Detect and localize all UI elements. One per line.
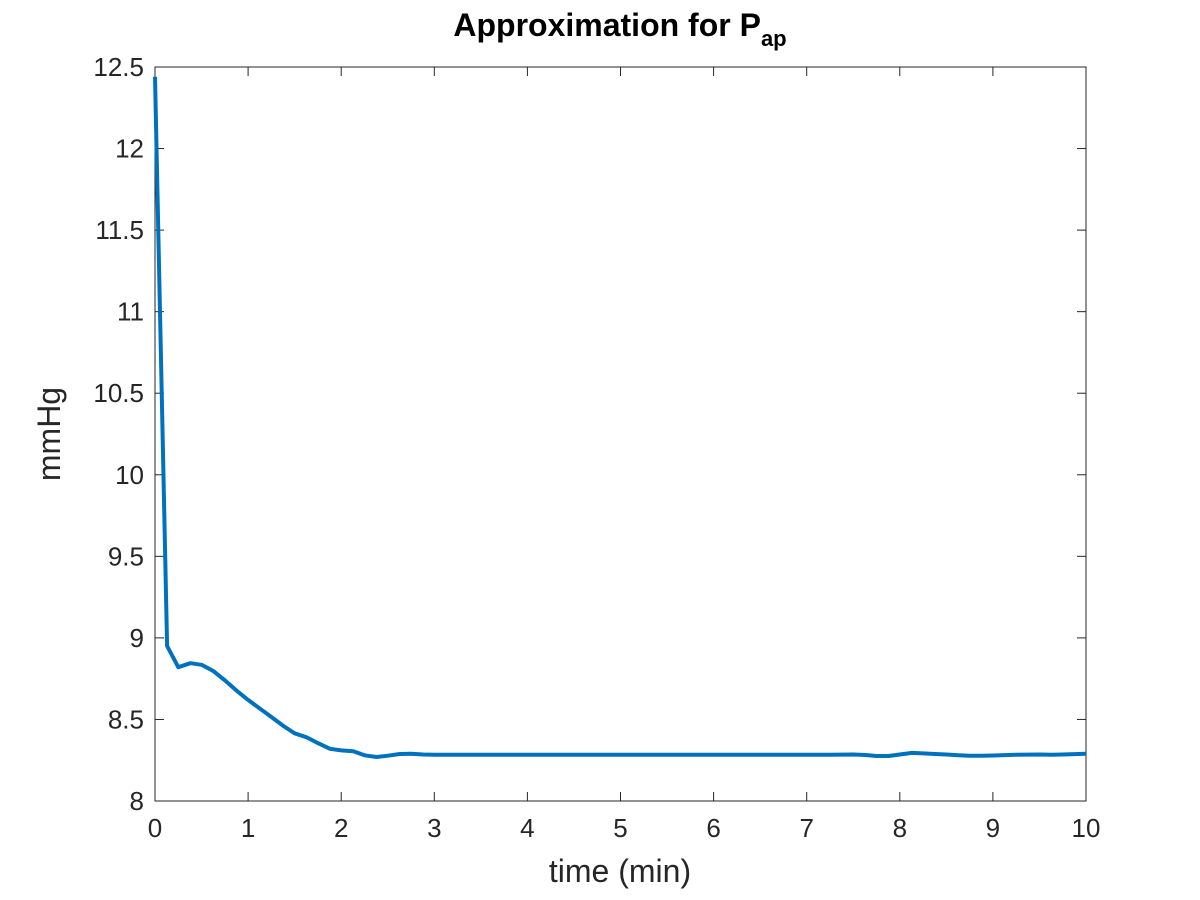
chart-title-subscript: ap [761, 26, 787, 51]
x-tick-label: 6 [706, 813, 720, 843]
y-tick-label: 8.5 [108, 704, 144, 734]
y-tick-label: 12 [115, 134, 144, 164]
y-tick-label: 10.5 [93, 378, 144, 408]
y-tick-label: 12.5 [93, 52, 144, 82]
y-tick-label: 11 [117, 297, 144, 327]
series-layer [153, 76, 1087, 759]
chart-title-main: Approximation for P [453, 7, 761, 43]
x-axis-label: time (min) [549, 853, 691, 889]
y-tick-label: 10 [115, 460, 144, 490]
x-tick-label: 5 [613, 813, 627, 843]
x-tick-label: 4 [520, 813, 534, 843]
x-tick-label: 8 [893, 813, 907, 843]
y-axis-label: mmHg [31, 387, 67, 481]
y-tick-label: 11.5 [95, 215, 144, 245]
x-tick-label: 1 [241, 813, 255, 843]
chart-title: Approximation for Pap [453, 7, 786, 51]
x-tick-label: 3 [427, 813, 441, 843]
x-tick-label: 2 [334, 813, 348, 843]
y-tick-label: 9 [130, 623, 144, 653]
y-tick-label: 8 [130, 786, 144, 816]
x-tick-label: 10 [1072, 813, 1101, 843]
x-tick-label: 0 [148, 813, 162, 843]
plot-area-frame [154, 66, 1087, 802]
axis-ticks [154, 66, 1087, 802]
series-line [153, 76, 1087, 759]
y-tick-label: 9.5 [108, 541, 144, 571]
x-tick-label: 9 [986, 813, 1000, 843]
x-tick-label: 7 [799, 813, 813, 843]
